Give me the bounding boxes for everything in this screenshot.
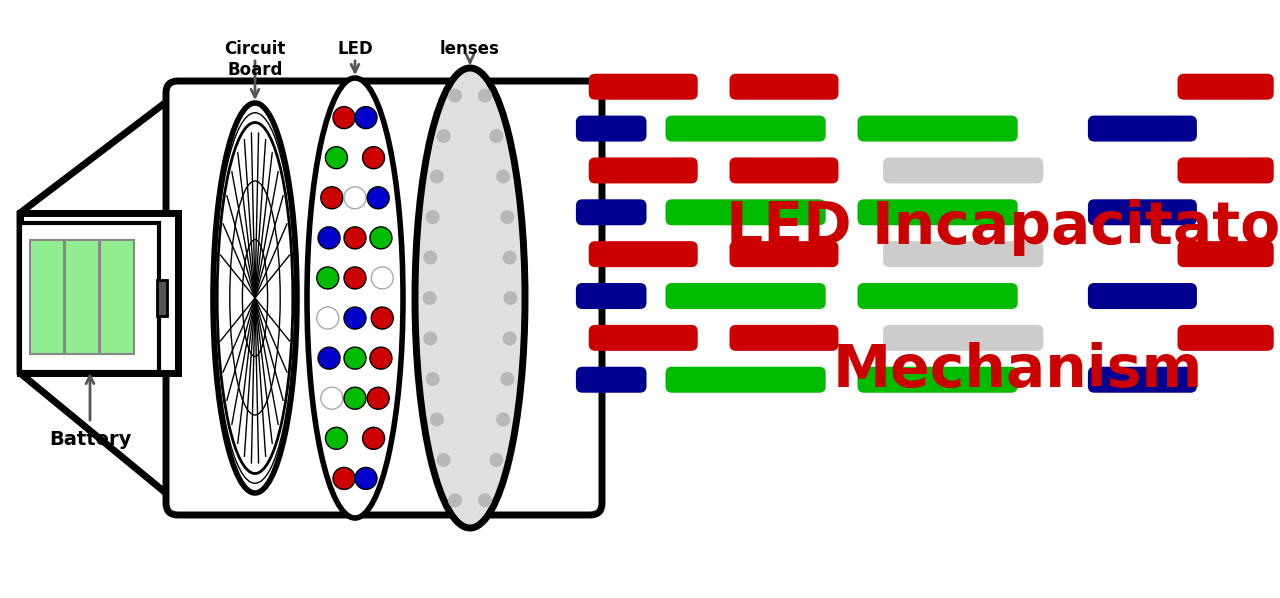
Circle shape (317, 227, 340, 249)
FancyBboxPatch shape (666, 367, 826, 393)
Circle shape (477, 493, 492, 507)
FancyBboxPatch shape (730, 157, 838, 184)
Circle shape (344, 187, 366, 209)
Ellipse shape (212, 103, 297, 493)
Circle shape (355, 468, 378, 489)
FancyBboxPatch shape (1088, 283, 1197, 309)
FancyBboxPatch shape (1178, 325, 1274, 351)
FancyBboxPatch shape (858, 283, 1018, 309)
Circle shape (497, 413, 511, 426)
Text: LED: LED (337, 40, 372, 58)
FancyBboxPatch shape (589, 157, 698, 184)
Circle shape (370, 227, 392, 249)
Circle shape (333, 468, 355, 489)
Circle shape (367, 388, 389, 409)
Circle shape (344, 267, 366, 289)
FancyBboxPatch shape (576, 367, 646, 393)
FancyBboxPatch shape (858, 367, 1018, 393)
Circle shape (370, 347, 392, 369)
FancyBboxPatch shape (166, 81, 602, 515)
FancyBboxPatch shape (589, 74, 698, 100)
FancyBboxPatch shape (1178, 241, 1274, 267)
Circle shape (344, 227, 366, 249)
FancyBboxPatch shape (730, 74, 838, 100)
FancyBboxPatch shape (20, 223, 159, 372)
FancyBboxPatch shape (100, 240, 134, 354)
FancyBboxPatch shape (1088, 367, 1197, 393)
Ellipse shape (307, 78, 403, 518)
FancyBboxPatch shape (29, 240, 64, 354)
FancyBboxPatch shape (157, 280, 166, 316)
FancyBboxPatch shape (883, 157, 1043, 184)
Polygon shape (20, 93, 178, 503)
Circle shape (333, 106, 355, 129)
Circle shape (321, 388, 343, 409)
FancyBboxPatch shape (1088, 199, 1197, 225)
Circle shape (430, 413, 444, 426)
FancyBboxPatch shape (730, 241, 838, 267)
Text: lenses: lenses (440, 40, 500, 58)
Circle shape (503, 251, 517, 264)
Circle shape (489, 453, 503, 467)
Circle shape (316, 307, 339, 329)
FancyBboxPatch shape (589, 325, 698, 351)
Circle shape (448, 89, 462, 103)
FancyBboxPatch shape (1178, 74, 1274, 100)
FancyBboxPatch shape (666, 115, 826, 142)
FancyBboxPatch shape (576, 115, 646, 142)
Circle shape (430, 170, 444, 184)
Circle shape (325, 428, 347, 449)
Circle shape (316, 267, 339, 289)
Text: LED Incapacitator: LED Incapacitator (726, 199, 1280, 256)
Circle shape (362, 147, 384, 169)
Text: Battery: Battery (49, 430, 131, 449)
Circle shape (426, 372, 440, 386)
Circle shape (424, 251, 438, 264)
Circle shape (497, 170, 511, 184)
FancyBboxPatch shape (666, 199, 826, 225)
Circle shape (371, 267, 393, 289)
Circle shape (503, 291, 517, 305)
Circle shape (424, 331, 438, 346)
Circle shape (362, 428, 384, 449)
Circle shape (503, 331, 517, 346)
Circle shape (325, 147, 347, 169)
Ellipse shape (415, 68, 525, 528)
Circle shape (317, 347, 340, 369)
Circle shape (477, 89, 492, 103)
Circle shape (344, 347, 366, 369)
FancyBboxPatch shape (1178, 157, 1274, 184)
Circle shape (344, 307, 366, 329)
Circle shape (448, 493, 462, 507)
FancyBboxPatch shape (858, 199, 1018, 225)
FancyBboxPatch shape (1088, 115, 1197, 142)
FancyBboxPatch shape (23, 216, 175, 370)
Text: Circuit
Board: Circuit Board (224, 40, 285, 79)
Circle shape (500, 210, 515, 224)
FancyBboxPatch shape (883, 325, 1043, 351)
Circle shape (371, 307, 393, 329)
Circle shape (367, 187, 389, 209)
FancyBboxPatch shape (883, 241, 1043, 267)
Circle shape (426, 210, 440, 224)
FancyBboxPatch shape (65, 240, 99, 354)
FancyBboxPatch shape (858, 115, 1018, 142)
Circle shape (321, 187, 343, 209)
Circle shape (436, 129, 451, 143)
Circle shape (489, 129, 503, 143)
FancyBboxPatch shape (576, 283, 646, 309)
FancyBboxPatch shape (576, 199, 646, 225)
Circle shape (422, 291, 436, 305)
FancyBboxPatch shape (589, 241, 698, 267)
Circle shape (436, 453, 451, 467)
FancyBboxPatch shape (666, 283, 826, 309)
Circle shape (500, 372, 515, 386)
Circle shape (344, 388, 366, 409)
FancyBboxPatch shape (20, 213, 178, 373)
FancyBboxPatch shape (730, 325, 838, 351)
Circle shape (355, 106, 378, 129)
Text: Mechanism: Mechanism (832, 342, 1203, 399)
